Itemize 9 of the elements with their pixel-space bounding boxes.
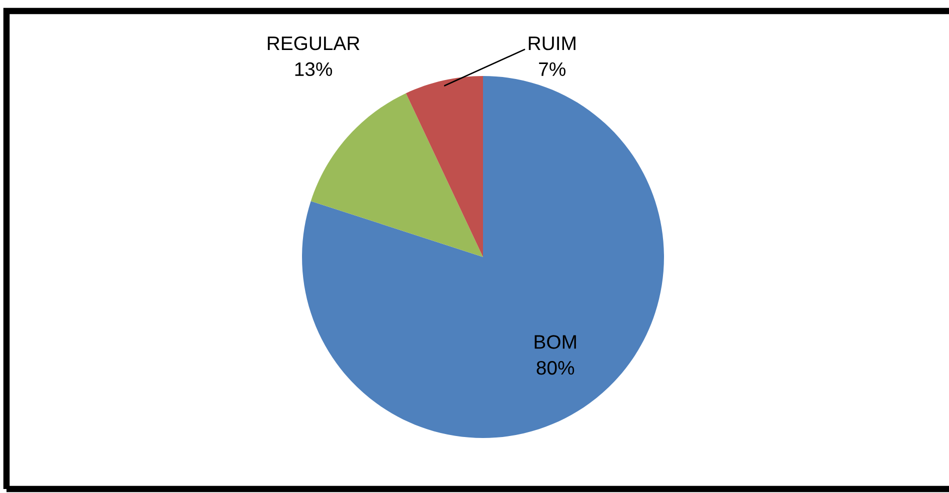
slice-label: REGULAR: [268, 36, 360, 50]
slice-label: BOM: [534, 335, 576, 349]
pie-slice: [310, 93, 483, 257]
data-label: 7%: [539, 62, 566, 76]
data-label: 13%: [295, 62, 332, 76]
data-label: 80%: [536, 360, 574, 375]
pie-slice: [406, 76, 483, 257]
pie-slice: [302, 76, 664, 438]
slice-label: RUIM: [528, 36, 576, 50]
